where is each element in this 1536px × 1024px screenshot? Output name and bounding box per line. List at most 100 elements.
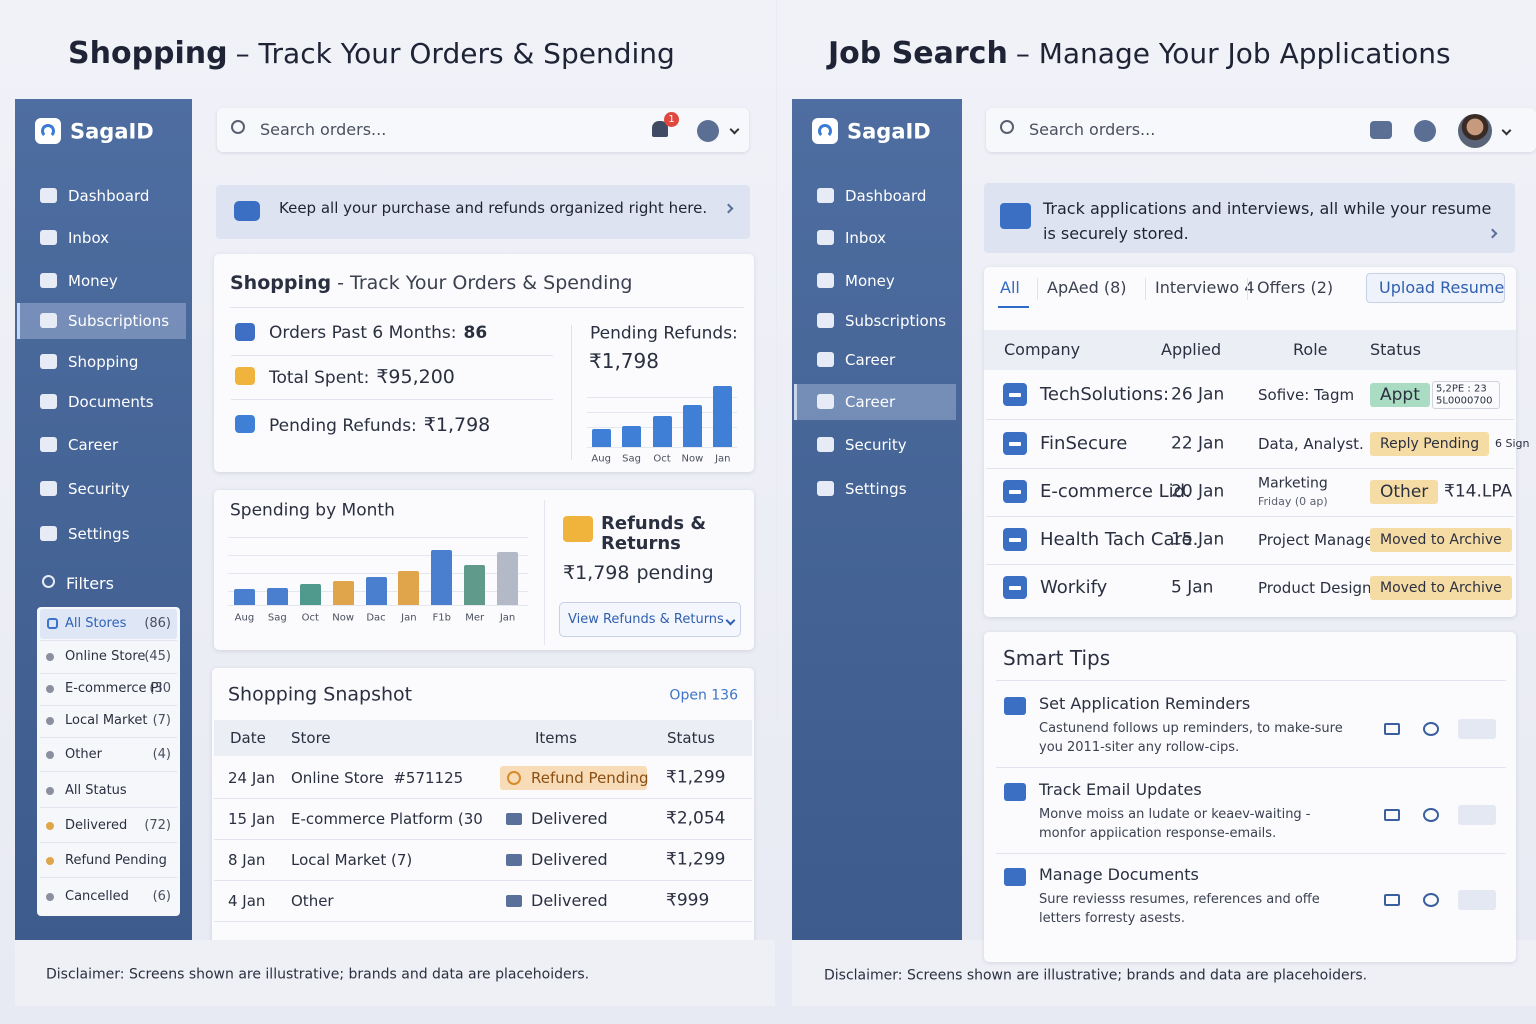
nav-item[interactable]: Money [845,271,895,290]
action-icon[interactable] [1423,722,1439,736]
filter-label[interactable]: Local Market [65,712,148,728]
user-icon[interactable] [1414,120,1436,142]
tab[interactable]: Interviewo 4 [1155,278,1255,298]
grid-line [228,555,528,556]
nav-item[interactable]: Settings [845,479,907,498]
card [984,632,1516,962]
nav-item[interactable]: Inbox [845,228,887,247]
nav-item[interactable]: Shopping [68,352,139,371]
status-badge: Reply Pending [1370,432,1490,456]
filter-dot [46,717,54,725]
avatar[interactable] [1458,114,1492,148]
tab[interactable]: All [1000,278,1020,298]
icon [1004,697,1026,715]
divider [214,921,752,922]
action-icon[interactable] [1384,894,1400,906]
subcard [544,500,751,645]
status-badge: Moved to Archive [1370,528,1512,552]
page-heading: Shopping – Track Your Orders & Spending [68,36,675,71]
action-icon[interactable] [1423,893,1439,907]
nav-item[interactable]: Inbox [68,228,110,247]
icon-glyph [1009,586,1021,590]
filter-label[interactable]: Delivered [65,817,128,833]
action-icon[interactable] [1423,808,1439,822]
bar [431,550,453,605]
cell-items: Delivered [531,809,608,829]
action-icon[interactable] [1384,723,1400,735]
filter-label[interactable]: All Stores [65,615,127,631]
nav-item[interactable]: Dashboard [68,186,150,205]
filters-title: Filters [66,574,114,594]
help-icon[interactable] [1370,121,1392,139]
search-bar[interactable] [986,108,1536,152]
heading-rest: – Manage Your Job Applications [1015,37,1451,70]
icon [817,188,834,203]
x-tick-label: Now [332,612,354,624]
amount: ₹1,798 [563,562,630,584]
tip-title: Set Application Reminders [1039,694,1251,714]
button-label[interactable]: Upload Resume [1379,278,1505,298]
filter-label[interactable]: E-commerce Pl [65,680,163,696]
nav-item[interactable]: Subscriptions [68,311,170,330]
cell-role: Project Manager [1258,530,1380,549]
action-button[interactable] [1458,890,1496,910]
nav-item[interactable]: Career [845,392,896,411]
action-button[interactable] [1458,805,1496,825]
bar [591,429,611,447]
divider [40,673,177,674]
nav-item[interactable]: Security [845,435,907,454]
nav-item[interactable]: Documents [68,392,154,411]
cell-status: ₹999 [666,890,710,911]
page-heading: Job Search – Manage Your Job Applications [828,36,1451,71]
icon [40,188,57,203]
tip-text: Castunend follows up reminders, to make-… [1039,721,1343,755]
column-header: Date [230,728,266,747]
tab[interactable]: Offers (2) [1257,278,1334,298]
cell-store: Other [291,891,334,910]
icon [234,201,260,221]
link[interactable]: Open 136 [669,687,738,704]
bell-icon [652,121,668,137]
icon [40,230,57,245]
filter-selected [40,609,177,639]
action-icon[interactable] [1384,809,1400,821]
nav-item[interactable]: Money [68,271,118,290]
column-header: Status [1370,340,1421,360]
card-title: Shopping - Track Your Orders & Spending [230,272,632,294]
filter-count: (86) [144,615,171,631]
filter-label[interactable]: All Status [65,782,127,798]
column-header: Role [1293,340,1328,360]
nav-item[interactable]: Settings [68,524,130,543]
icon [1004,868,1026,886]
divider [986,419,1514,420]
filter-dot [46,751,54,759]
nav-item[interactable]: Security [68,479,130,498]
x-tick-label: Mer [465,612,485,624]
divider [986,564,1514,565]
nav-item[interactable]: Dashboard [845,186,927,205]
divider [1247,278,1248,300]
stat-value: 86 [463,323,488,343]
nav-item[interactable]: Subscriptions [845,311,947,330]
button[interactable] [559,602,741,637]
filter-label[interactable]: Cancelled [65,888,129,904]
filter-label[interactable]: Online Store [65,648,146,664]
filter-label[interactable]: Other [65,746,102,762]
button-label[interactable]: View Refunds & Returns [568,611,724,627]
icon [817,437,834,452]
button[interactable] [1366,273,1505,303]
action-button[interactable] [1458,719,1496,739]
cell-company: Workify [1040,577,1108,599]
icon [817,313,834,328]
filter-label[interactable]: Refund Pending [65,852,167,868]
avatar[interactable] [697,120,719,142]
nav-item[interactable]: Career [845,350,896,369]
cell-items: Delivered [531,891,608,911]
stat-value: ₹1,798 [423,414,491,436]
icon [817,481,834,496]
icon [506,895,522,907]
filter-icon [42,575,55,588]
divider [40,807,177,808]
tab[interactable]: ApAed (8) [1047,278,1127,298]
nav-item[interactable]: Career [68,435,119,454]
